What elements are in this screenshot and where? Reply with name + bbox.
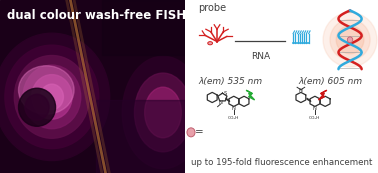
- Text: N: N: [299, 88, 303, 93]
- Text: S: S: [223, 91, 226, 96]
- Polygon shape: [246, 90, 254, 100]
- Text: RNA: RNA: [251, 52, 270, 61]
- Ellipse shape: [14, 56, 90, 138]
- Bar: [96, 100, 185, 173]
- Ellipse shape: [323, 13, 377, 67]
- Text: λ(em) 605 nm: λ(em) 605 nm: [299, 77, 363, 86]
- Ellipse shape: [19, 88, 56, 126]
- Ellipse shape: [32, 75, 72, 119]
- Ellipse shape: [208, 42, 212, 45]
- Ellipse shape: [135, 73, 192, 152]
- Text: N: N: [313, 106, 317, 111]
- Ellipse shape: [0, 33, 110, 161]
- Ellipse shape: [23, 65, 81, 129]
- Ellipse shape: [145, 87, 181, 138]
- Ellipse shape: [336, 26, 364, 54]
- Text: =: =: [195, 127, 204, 137]
- Ellipse shape: [347, 37, 353, 43]
- Text: λ(em) 535 nm: λ(em) 535 nm: [198, 77, 263, 86]
- Ellipse shape: [330, 20, 370, 60]
- Text: probe: probe: [198, 3, 226, 13]
- Text: N: N: [218, 100, 223, 105]
- Ellipse shape: [122, 56, 204, 169]
- Polygon shape: [318, 90, 327, 100]
- Text: CO₂H: CO₂H: [309, 116, 321, 120]
- Text: N: N: [232, 106, 236, 111]
- Ellipse shape: [25, 94, 49, 120]
- Text: dual colour wash-free FISH: dual colour wash-free FISH: [8, 9, 186, 22]
- Ellipse shape: [19, 66, 74, 114]
- Text: up to 195-fold fluorescence enhancement: up to 195-fold fluorescence enhancement: [191, 158, 372, 167]
- Ellipse shape: [40, 84, 64, 110]
- Ellipse shape: [187, 128, 195, 137]
- Bar: [102, 0, 185, 55]
- Text: CO₂H: CO₂H: [228, 116, 240, 120]
- Ellipse shape: [5, 45, 99, 149]
